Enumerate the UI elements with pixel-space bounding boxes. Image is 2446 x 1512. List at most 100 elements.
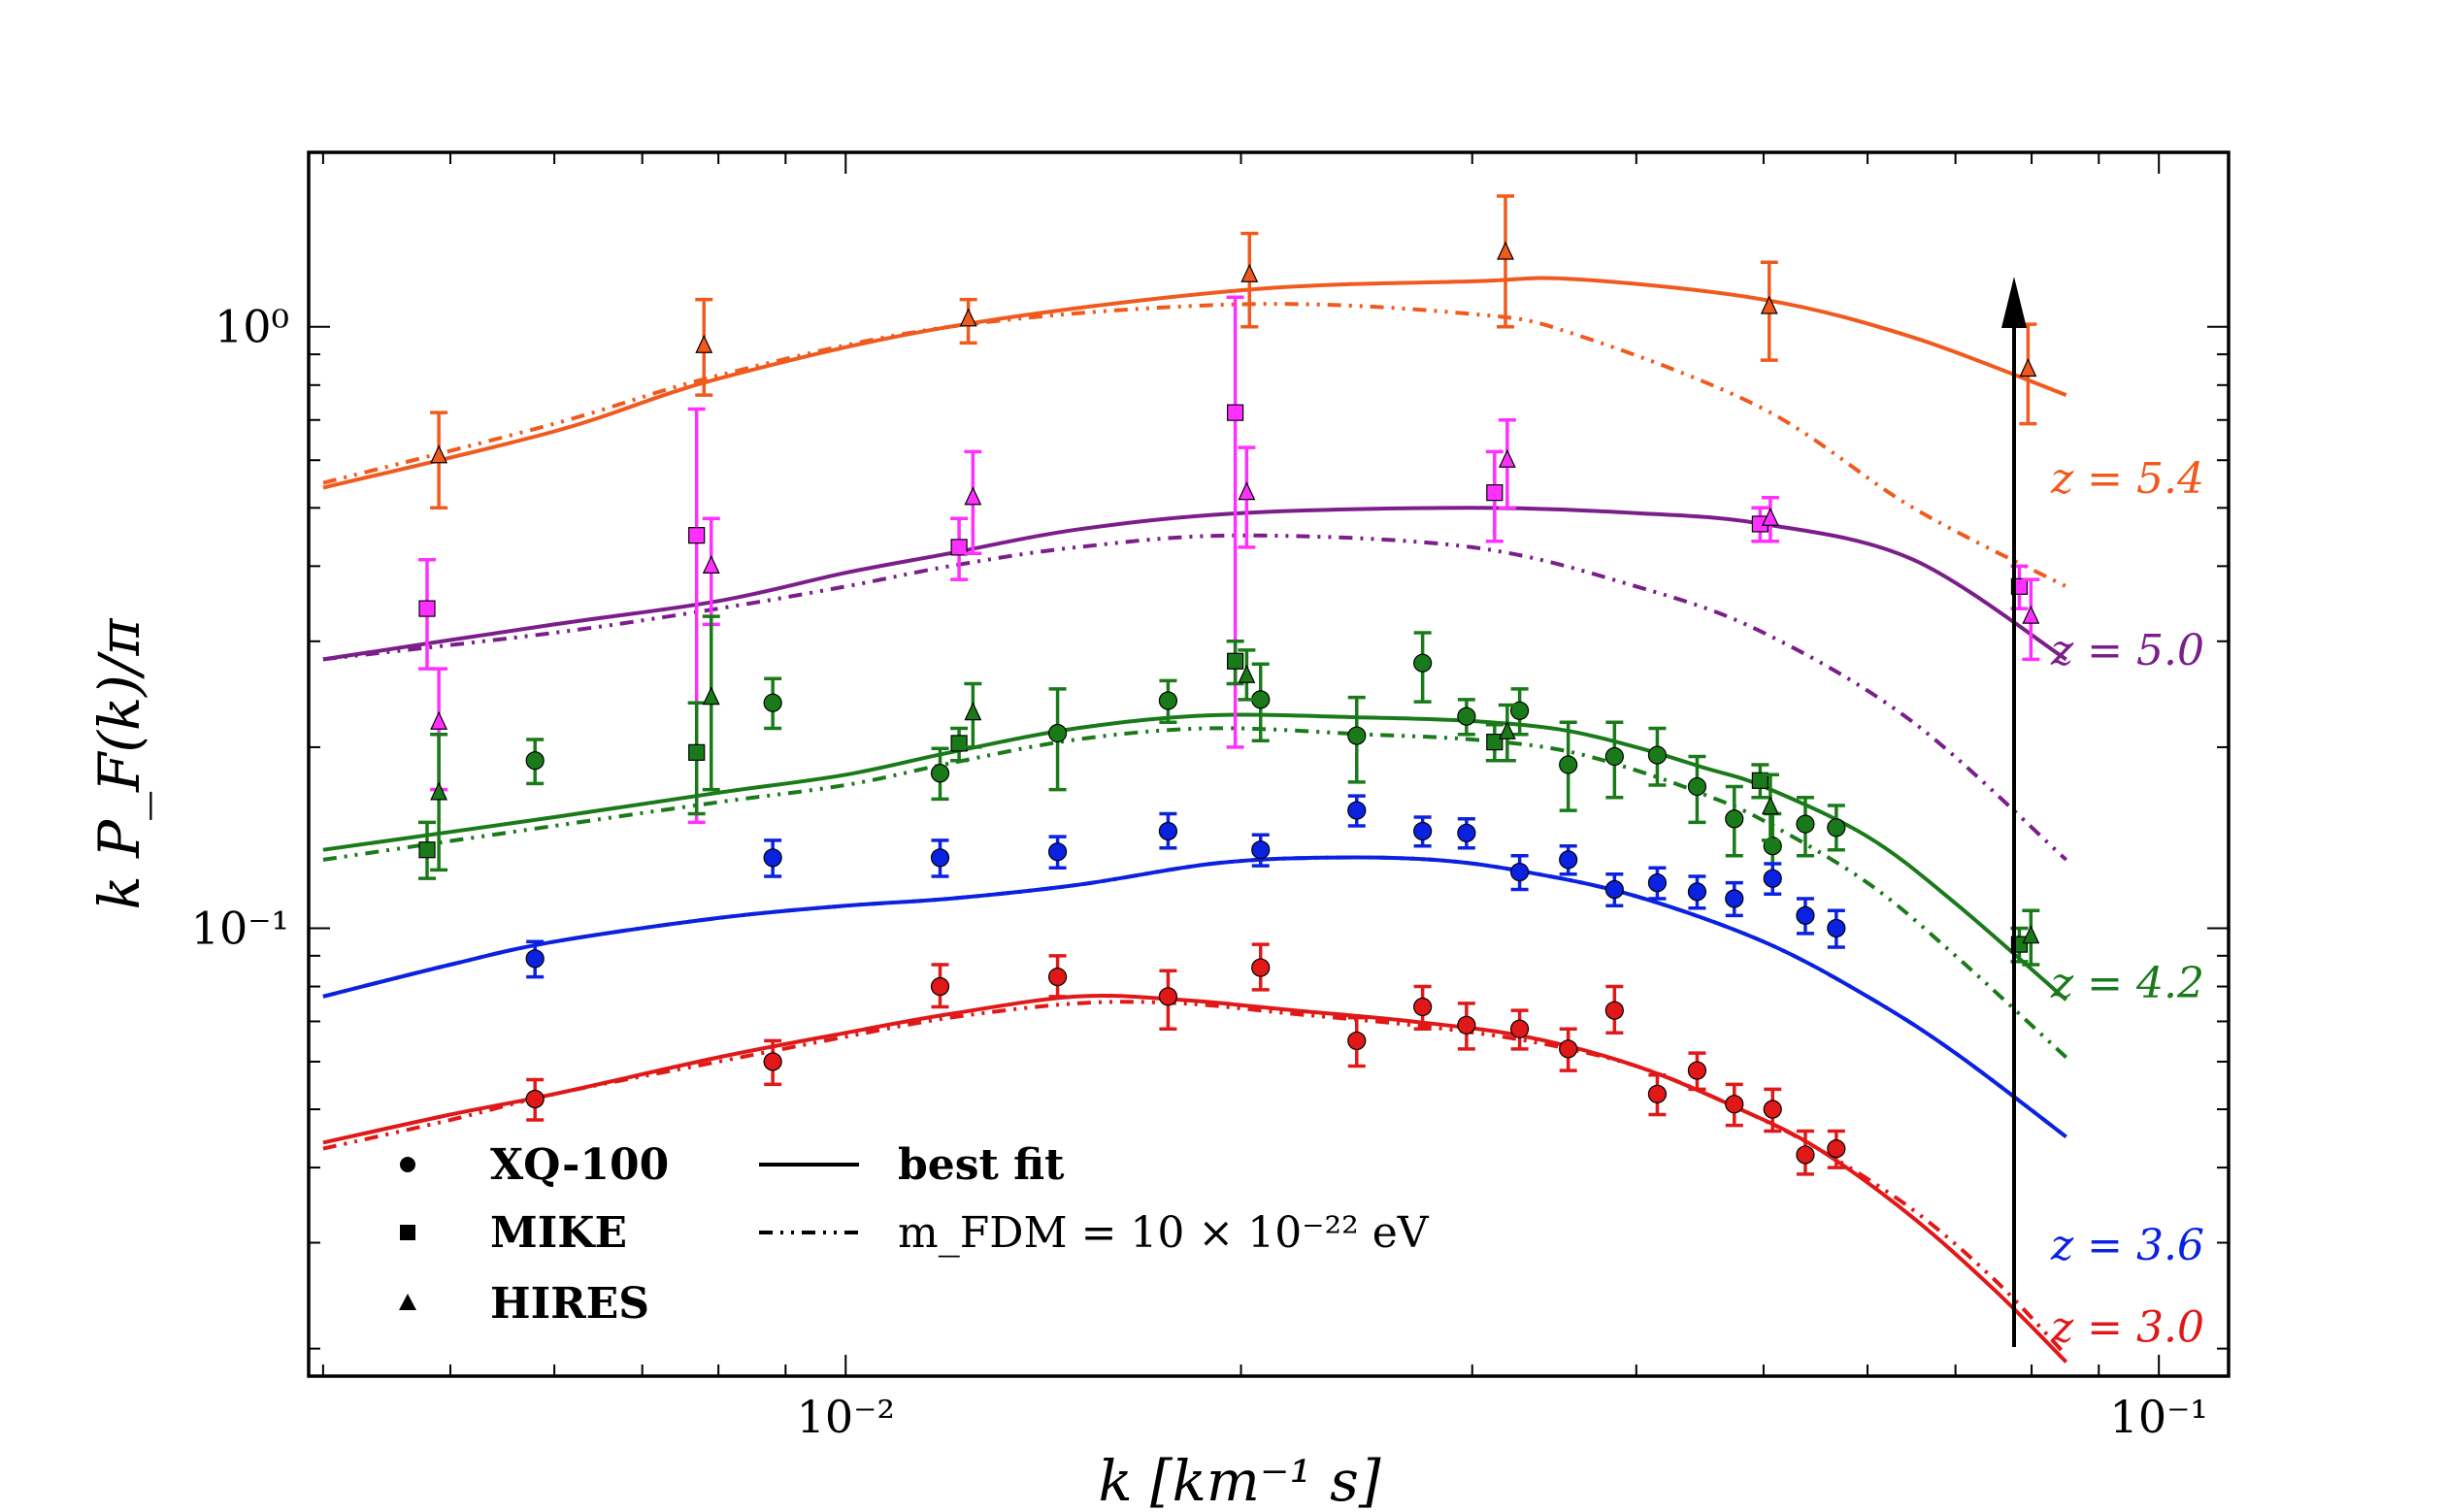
- point-mike-z50-0: [418, 600, 436, 617]
- point-mike-z50-2: [950, 539, 968, 556]
- x-axis-label: k [km⁻¹ s]: [1098, 1448, 1380, 1512]
- point-xq100-z36-10: [1559, 850, 1578, 870]
- point-hires-z42-25: [430, 781, 448, 801]
- point-mike-z42-22: [1486, 733, 1504, 751]
- point-xq100-z36-7: [1413, 821, 1433, 841]
- point-xq100-z42-0: [525, 751, 545, 771]
- plot-area: [322, 194, 2068, 1364]
- point-xq100-z36-0: [525, 949, 545, 969]
- point-hires-z50-12: [1761, 507, 1779, 526]
- point-xq100-z30-2: [930, 976, 950, 997]
- point-xq100-z36-15: [1763, 869, 1782, 888]
- point-hires-z54-6: [2019, 358, 2037, 378]
- labels: 10⁻² 10⁻¹ 10⁰ 10⁻¹ k [km⁻¹ s] k P_F(k)/π z = 5…: [86, 301, 2208, 1512]
- point-xq100-z42-17: [1827, 818, 1846, 838]
- point-mike-z50-1: [688, 527, 706, 544]
- point-xq100-z42-6: [1347, 726, 1367, 745]
- point-xq100-z42-7: [1413, 653, 1433, 673]
- point-mike-z50-3: [1227, 404, 1244, 421]
- point-xq100-z42-16: [1796, 814, 1815, 834]
- point-xq100-z42-10: [1559, 755, 1578, 774]
- plot-clipped: [322, 194, 2068, 1364]
- legend-label-square: MIKE: [490, 1208, 627, 1258]
- series-label-z36: z = 3.6: [2050, 1221, 2204, 1270]
- point-xq100-z36-3: [1047, 842, 1068, 862]
- point-mike-z42-20: [950, 735, 968, 752]
- point-hires-z42-30: [1761, 796, 1779, 815]
- best-fit-line-z42: [322, 712, 2068, 1002]
- legend-square-marker: [400, 1225, 415, 1240]
- y-axis-label: k P_F(k)/π: [86, 618, 152, 910]
- redshift-arrow-head: [2001, 277, 2027, 328]
- point-xq100-z36-5: [1251, 840, 1271, 860]
- point-xq100-z30-3: [1047, 968, 1068, 987]
- point-hires-z42-29: [1498, 720, 1516, 740]
- point-xq100-z36-16: [1796, 905, 1815, 925]
- point-xq100-z42-3: [1047, 723, 1068, 743]
- point-mike-z42-21: [1227, 652, 1244, 670]
- point-hires-z54-3: [1240, 263, 1259, 282]
- point-xq100-z36-8: [1457, 823, 1476, 842]
- series-label-z54: z = 5.4: [2050, 454, 2204, 504]
- point-xq100-z30-5: [1251, 958, 1271, 977]
- point-xq100-z30-16: [1796, 1145, 1815, 1165]
- x-tick-label-1: 10⁻¹: [2110, 1391, 2208, 1443]
- legend: XQ-100 MIKE HIRES best fit m_FDM = 10 × 10⁻²…: [399, 1140, 1430, 1329]
- fdm-line-z50: [322, 533, 2068, 862]
- point-hires-z54-1: [695, 334, 713, 353]
- point-xq100-z36-6: [1347, 801, 1367, 820]
- y-tick-label-1: 10⁻¹: [191, 902, 289, 954]
- point-xq100-z30-15: [1763, 1100, 1782, 1119]
- point-xq100-z42-11: [1604, 746, 1624, 767]
- point-xq100-z36-11: [1604, 879, 1624, 900]
- point-xq100-z30-7: [1413, 997, 1433, 1017]
- point-xq100-z42-13: [1687, 776, 1707, 797]
- point-hires-z50-11: [1498, 448, 1516, 468]
- legend-triangle-marker: [399, 1294, 416, 1310]
- point-hires-z50-13: [2022, 605, 2040, 624]
- legend-label-triangle: HIRES: [490, 1279, 649, 1329]
- point-xq100-z36-17: [1827, 918, 1846, 938]
- point-xq100-z30-4: [1158, 987, 1178, 1006]
- point-hires-z54-4: [1497, 241, 1514, 260]
- point-xq100-z30-1: [763, 1052, 782, 1071]
- series-label-z30: z = 3.0: [2050, 1303, 2204, 1353]
- point-xq100-z42-2: [930, 764, 950, 783]
- point-xq100-z30-0: [525, 1089, 545, 1109]
- series-label-z42: z = 4.2: [2050, 959, 2204, 1008]
- point-xq100-z36-1: [763, 848, 782, 868]
- axes: [307, 150, 2231, 1378]
- point-xq100-z30-12: [1647, 1084, 1668, 1103]
- point-xq100-z30-8: [1457, 1015, 1476, 1035]
- fdm-line-z54: [322, 302, 2067, 589]
- point-hires-z54-2: [959, 308, 977, 327]
- point-hires-z42-26: [702, 686, 720, 706]
- point-xq100-z30-11: [1604, 1001, 1624, 1020]
- point-hires-z50-9: [964, 486, 982, 506]
- point-xq100-z36-9: [1510, 862, 1530, 882]
- point-mike-z42-19: [688, 743, 706, 761]
- best-fit-line-z30: [322, 994, 2068, 1364]
- point-xq100-z42-12: [1647, 745, 1668, 765]
- point-xq100-z30-13: [1687, 1061, 1707, 1080]
- point-xq100-z30-14: [1725, 1095, 1744, 1114]
- point-xq100-z36-12: [1647, 873, 1668, 893]
- point-xq100-z30-9: [1510, 1019, 1530, 1038]
- series-label-z50: z = 5.0: [2050, 626, 2204, 675]
- best-fit-line-z36: [322, 855, 2067, 1138]
- point-hires-z54-0: [430, 444, 448, 464]
- point-xq100-z36-14: [1725, 889, 1744, 908]
- point-xq100-z42-1: [763, 693, 782, 712]
- point-hires-z50-7: [430, 710, 448, 730]
- point-hires-z42-31: [2022, 925, 2040, 944]
- y-tick-label-0: 10⁰: [215, 301, 289, 353]
- point-xq100-z36-2: [930, 848, 950, 868]
- point-hires-z42-27: [964, 702, 982, 721]
- point-hires-z42-28: [1238, 664, 1256, 683]
- legend-label-circle: XQ-100: [490, 1140, 669, 1190]
- legend-label-fdm: m_FDM = 10 × 10⁻²² eV: [898, 1208, 1430, 1258]
- best-fit-line-z54: [322, 276, 2067, 490]
- point-xq100-z30-10: [1559, 1039, 1578, 1059]
